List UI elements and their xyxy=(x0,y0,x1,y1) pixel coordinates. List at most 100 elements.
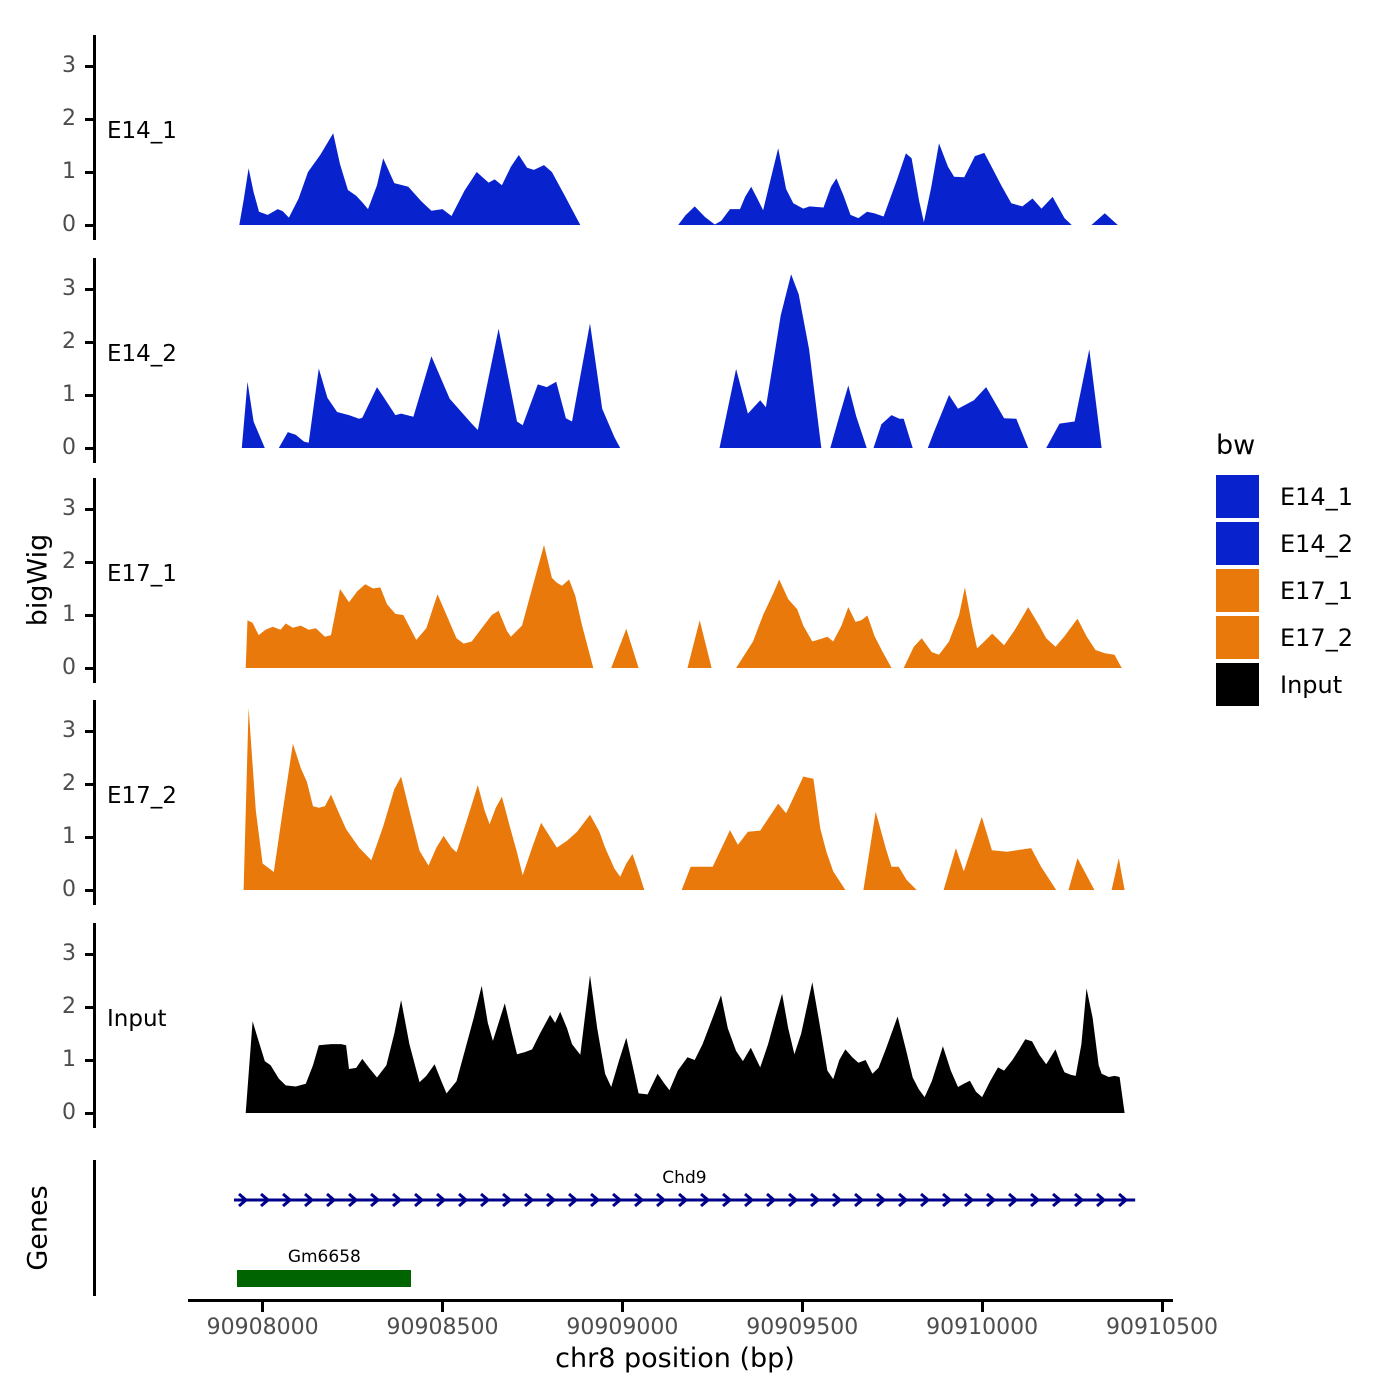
strand-arrow-icon xyxy=(1051,1192,1063,1208)
track-panel-e14-2: E14_2 0 1 2 3 xyxy=(0,258,1400,463)
y-tick-label: 0 xyxy=(62,877,76,902)
strand-arrow-icon xyxy=(1073,1192,1085,1208)
y-tick xyxy=(85,223,94,227)
coverage-area-e14-2 xyxy=(241,274,1102,448)
y-tick-label: 3 xyxy=(62,718,76,743)
y-tick-label: 3 xyxy=(62,941,76,966)
y-tick-label: 1 xyxy=(62,824,76,849)
y-tick-label: 2 xyxy=(62,329,76,354)
strand-arrow-icon xyxy=(391,1192,403,1208)
strand-arrow-icon xyxy=(479,1192,491,1208)
strand-arrow-icon xyxy=(611,1192,623,1208)
track-panel-e17-1: E17_1 0 1 2 3 xyxy=(0,478,1400,683)
y-tick xyxy=(85,1058,94,1062)
y-tick xyxy=(85,613,94,617)
y-tick xyxy=(85,117,94,121)
track-panel-e17-2: E17_2 0 1 2 3 xyxy=(0,700,1400,905)
strand-arrow-icon xyxy=(963,1192,975,1208)
gene-label-gm6658: Gm6658 xyxy=(287,1247,361,1267)
x-tick-label: 90909000 xyxy=(566,1315,679,1340)
strand-arrow-icon xyxy=(831,1192,843,1208)
y-tick xyxy=(85,170,94,174)
strand-arrow-icon xyxy=(523,1192,535,1208)
x-tick xyxy=(620,1302,624,1312)
legend-entry-input: Input xyxy=(1216,663,1353,706)
y-tick-label: 3 xyxy=(62,496,76,521)
coverage-polygon xyxy=(245,975,1125,1113)
y-tick xyxy=(85,340,94,344)
strand-arrow-icon xyxy=(853,1192,865,1208)
legend-swatch-e14-2 xyxy=(1216,522,1259,565)
legend: bw E14_1 E14_2 E17_1 E17_2 Input xyxy=(1216,430,1353,710)
coverage-area-e17-2 xyxy=(243,707,1125,890)
y-tick-label: 0 xyxy=(62,435,76,460)
strand-arrow-icon xyxy=(1007,1192,1019,1208)
strand-arrow-icon xyxy=(787,1192,799,1208)
strand-arrow-icon xyxy=(721,1192,733,1208)
y-tick-label: 1 xyxy=(62,382,76,407)
y-tick-label: 1 xyxy=(62,602,76,627)
strand-arrow-icon xyxy=(1117,1192,1129,1208)
y-tick xyxy=(85,666,94,670)
y-tick-label: 0 xyxy=(62,212,76,237)
x-axis-title: chr8 position (bp) xyxy=(555,1343,795,1374)
legend-entry-e17-2: E17_2 xyxy=(1216,616,1353,659)
genes-axis-line xyxy=(93,1160,96,1296)
strand-arrow-icon xyxy=(435,1192,447,1208)
y-axis-line xyxy=(93,923,96,1128)
gene-gm6658-box xyxy=(237,1270,412,1287)
coverage-polygon xyxy=(243,707,1125,890)
strand-arrow-icon xyxy=(457,1192,469,1208)
legend-entry-e14-1: E14_1 xyxy=(1216,475,1353,518)
track-panel-input: Input 0 1 2 3 xyxy=(0,923,1400,1128)
x-tick-label: 90908000 xyxy=(206,1315,319,1340)
strand-arrow-icon xyxy=(501,1192,513,1208)
x-axis-line xyxy=(188,1299,1173,1302)
x-tick xyxy=(1160,1302,1164,1312)
y-tick xyxy=(85,782,94,786)
track-panel-e14-1: E14_1 0 1 2 3 xyxy=(0,35,1400,240)
track-label: E14_1 xyxy=(107,118,177,144)
strand-arrow-icon xyxy=(567,1192,579,1208)
y-tick xyxy=(85,64,94,68)
coverage-area-e14-1 xyxy=(239,133,1118,225)
strand-arrow-icon xyxy=(765,1192,777,1208)
y-axis-line xyxy=(93,478,96,683)
x-tick-label: 90908500 xyxy=(386,1315,499,1340)
strand-arrow-icon xyxy=(633,1192,645,1208)
y-tick-label: 2 xyxy=(62,549,76,574)
strand-arrow-icon xyxy=(743,1192,755,1208)
gene-label-chd9: Chd9 xyxy=(662,1168,707,1188)
y-tick xyxy=(85,560,94,564)
strand-arrow-icon xyxy=(655,1192,667,1208)
x-axis: 90908000 90908500 90909000 90909500 90910000… xyxy=(0,1299,1400,1399)
coverage-polygon xyxy=(239,133,1118,225)
track-label: Input xyxy=(107,1006,167,1032)
coverage-polygon xyxy=(241,274,1102,448)
x-tick xyxy=(441,1302,445,1312)
strand-arrow-icon xyxy=(941,1192,953,1208)
y-tick-label: 1 xyxy=(62,159,76,184)
legend-label: E17_2 xyxy=(1280,623,1353,652)
strand-arrow-icon xyxy=(1029,1192,1041,1208)
y-tick xyxy=(85,888,94,892)
strand-arrow-icon xyxy=(677,1192,689,1208)
strand-arrow-icon xyxy=(281,1192,293,1208)
strand-arrow-icon xyxy=(347,1192,359,1208)
strand-arrow-icon xyxy=(545,1192,557,1208)
y-axis-line xyxy=(93,258,96,463)
legend-swatch-input xyxy=(1216,663,1259,706)
y-tick-label: 3 xyxy=(62,276,76,301)
legend-swatch-e17-1 xyxy=(1216,569,1259,612)
strand-arrow-icon xyxy=(303,1192,315,1208)
y-tick xyxy=(85,835,94,839)
x-tick-label: 90909500 xyxy=(746,1315,859,1340)
coverage-polygon xyxy=(245,545,1122,668)
y-axis-line xyxy=(93,35,96,240)
y-tick-label: 3 xyxy=(62,53,76,78)
strand-arrow-icon xyxy=(919,1192,931,1208)
x-tick xyxy=(980,1302,984,1312)
x-tick-label: 90910500 xyxy=(1106,1315,1218,1340)
strand-arrow-icon xyxy=(259,1192,271,1208)
